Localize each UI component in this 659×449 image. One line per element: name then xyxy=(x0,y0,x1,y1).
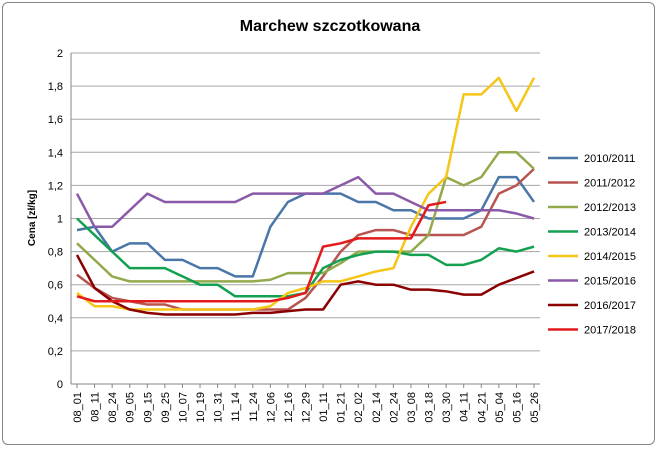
x-tick-label: 12_06 xyxy=(265,392,277,423)
x-tick-label: 08_11 xyxy=(90,392,102,422)
series-line-2010-2011 xyxy=(76,175,536,278)
x-tick-label: 10_19 xyxy=(195,392,207,423)
legend-label: 2016/2017 xyxy=(584,300,636,312)
x-tick-label: 05_16 xyxy=(511,392,523,423)
y-tick-label: 1,4 xyxy=(48,147,63,159)
chart-title: Marchew szczotkowana xyxy=(240,18,421,35)
series-line-2011-2012 xyxy=(76,167,535,311)
x-tick-label: 04_11 xyxy=(459,392,471,422)
legend-label: 2014/2015 xyxy=(584,251,636,263)
x-tick-label: 03_30 xyxy=(441,392,453,423)
gridlines xyxy=(71,52,540,385)
y-tick-label: 0 xyxy=(57,379,63,391)
legend-label: 2017/2018 xyxy=(584,325,636,337)
y-tick-label: 0,6 xyxy=(48,280,63,292)
x-tick-label: 01_11 xyxy=(318,392,330,422)
x-tick-label: 05_04 xyxy=(494,392,506,423)
y-axis: 0 0,2 0,4 0,6 0,8 1 1,2 1,4 1,6 1,8 2 xyxy=(48,48,72,391)
y-tick-label: 1,6 xyxy=(48,114,63,126)
x-tick-label: 01_21 xyxy=(336,392,348,423)
y-axis-label: Cena [zł/kg] xyxy=(27,190,38,246)
legend-label: 2011/2012 xyxy=(584,178,635,190)
x-tick-label: 12_29 xyxy=(301,392,313,423)
legend: 2010/2011 2011/2012 2012/2013 2013/2014 2014… xyxy=(548,153,636,337)
legend-label: 2015/2016 xyxy=(584,276,636,288)
x-tick-label: 09_25 xyxy=(160,392,172,423)
y-tick-label: 2 xyxy=(57,48,63,60)
series-line-2014-2015 xyxy=(76,76,536,311)
series-line-2016-2017 xyxy=(75,254,535,316)
series-line-2015-2016 xyxy=(75,175,535,229)
x-tick-label: 03_08 xyxy=(406,392,418,423)
x-tick-label: 08_24 xyxy=(107,392,119,423)
x-tick-label: 02_02 xyxy=(353,392,365,423)
x-tick-label: 08_01 xyxy=(72,392,84,423)
x-tick-label: 04_21 xyxy=(476,392,488,423)
y-tick-label: 0,2 xyxy=(48,346,63,358)
x-tick-label: 03_18 xyxy=(424,392,436,423)
series-line-2012-2013 xyxy=(76,151,535,283)
x-tick-label: 11_14 xyxy=(230,392,242,422)
legend-label: 2013/2014 xyxy=(584,227,636,239)
y-tick-label: 1,2 xyxy=(48,180,63,192)
y-tick-label: 0,8 xyxy=(48,247,63,259)
x-tick-label: 10_07 xyxy=(177,392,189,423)
x-tick-label: 09_05 xyxy=(125,392,137,423)
legend-label: 2010/2011 xyxy=(584,153,635,165)
x-tick-label: 10_31 xyxy=(213,392,225,423)
y-tick-label: 1,8 xyxy=(48,81,63,93)
x-axis: 08_01 08_11 08_24 09_05 09_15 09_25 10_07 10_19… xyxy=(71,383,541,423)
series-lines xyxy=(75,76,536,316)
x-tick-label: 02_24 xyxy=(388,392,400,423)
y-tick-label: 1 xyxy=(57,214,63,226)
legend-label: 2012/2013 xyxy=(584,202,636,214)
y-tick-label: 0,4 xyxy=(48,313,63,325)
series-line-2017-2018 xyxy=(76,200,447,303)
x-tick-label: 09_15 xyxy=(142,392,154,423)
x-tick-label: 11_24 xyxy=(248,392,260,422)
chart-frame xyxy=(2,2,655,445)
x-tick-label: 12_16 xyxy=(283,392,295,423)
x-tick-label: 02_14 xyxy=(371,392,383,423)
x-tick-label: 05_26 xyxy=(529,392,541,423)
